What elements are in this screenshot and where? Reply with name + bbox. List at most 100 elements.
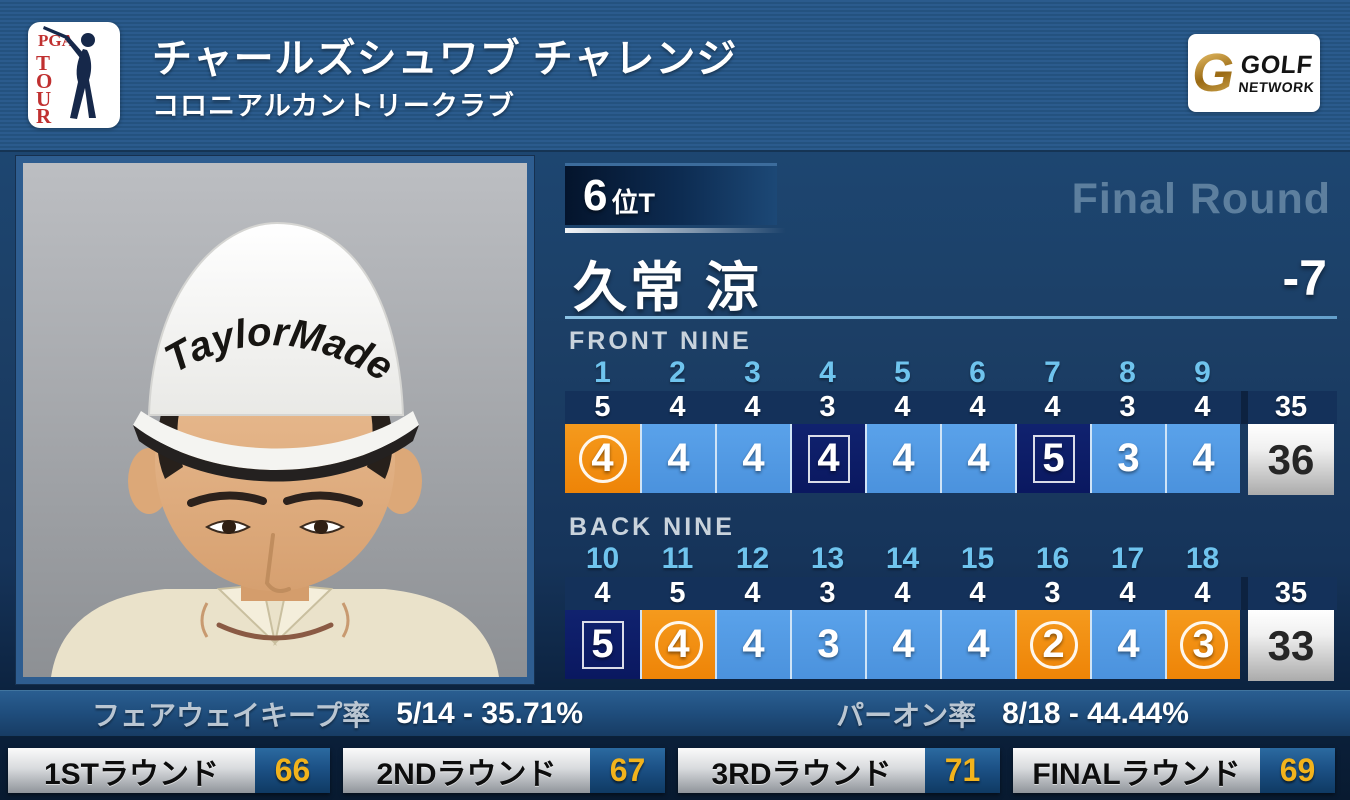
rank-underline: [565, 228, 797, 233]
mouth: [216, 622, 334, 641]
course-name: コロニアルカントリークラブ: [152, 91, 515, 121]
rank-suffix: 位T: [611, 188, 655, 218]
back-score-total: 33: [1248, 610, 1334, 681]
stats-bar: フェアウェイキープ率 5/14 - 35.71% パーオン率 8/18 - 44.44…: [0, 690, 1350, 737]
score-value: 4: [892, 436, 915, 480]
golf-network-logo: G GOLF NETWORK: [1188, 34, 1320, 112]
score-value: 4: [967, 436, 990, 480]
par-value: 4: [594, 577, 611, 609]
score-value: 5: [1032, 434, 1075, 483]
round-chip: FINALラウンド 69: [1013, 748, 1335, 793]
hole-number: 5: [894, 356, 911, 389]
par-value: 4: [969, 577, 986, 609]
hole-number: 11: [661, 542, 694, 575]
score-value: 2: [1029, 620, 1078, 669]
score-value: 4: [667, 436, 690, 480]
score-value: 4: [967, 622, 990, 666]
golf-network-monogram-icon: G: [1192, 43, 1235, 103]
hole-number: 10: [585, 542, 620, 575]
left-eyebrow: [187, 491, 267, 507]
back-nine-title: BACK NINE: [569, 513, 735, 541]
score-cell-par: 4: [865, 610, 940, 679]
front-score-total: 36: [1248, 424, 1334, 495]
round-label: Final Round: [1071, 175, 1331, 223]
front-par-total: 35: [1274, 391, 1308, 423]
hole-number: 4: [819, 356, 836, 389]
svg-text:U: U: [36, 87, 51, 111]
score-value: 4: [742, 622, 765, 666]
hole-number: 12: [735, 542, 770, 575]
score-cell-birdie: 3: [1165, 610, 1240, 679]
round-chip-label: 1STラウンド: [8, 748, 255, 793]
score-cell-bogey: 5: [1015, 424, 1090, 493]
header-bar: PGA T O U R チャールズシュワブ チャレンジ コロニアルカントリークラ…: [0, 0, 1350, 150]
hole-number: 3: [744, 356, 761, 389]
par-value: 5: [669, 577, 686, 609]
par-value: 4: [1194, 391, 1211, 423]
score-value: 3: [817, 622, 840, 666]
pga-tour-logo: PGA T O U R: [28, 22, 120, 128]
par-value: 4: [744, 577, 761, 609]
score-value: 4: [807, 434, 850, 483]
score-cell-birdie: 4: [640, 610, 715, 679]
score-cell-par: 4: [865, 424, 940, 493]
player-photo: TaylorMade: [15, 155, 535, 685]
par-value: 4: [894, 577, 911, 609]
golf-network-word1: GOLF: [1239, 50, 1314, 79]
score-value: 4: [742, 436, 765, 480]
rank-number: 6: [583, 170, 608, 220]
cap-brim: [133, 411, 419, 470]
par-value: 3: [1119, 391, 1136, 423]
hole-number: 15: [960, 542, 995, 575]
hole-number: 17: [1110, 542, 1145, 575]
stat-group: パーオン率 8/18 - 44.44%: [675, 691, 1350, 736]
hole-number: 7: [1044, 356, 1061, 389]
total-score: -7: [1282, 250, 1327, 306]
stat-label: パーオン率: [836, 699, 977, 731]
front-hole-numbers-row: 1 2 3 4 5 6 7 8 9: [565, 357, 1240, 389]
stat-label: フェアウェイキープ率: [91, 699, 371, 731]
score-cell-par: 3: [790, 610, 865, 679]
hole-number: 13: [810, 542, 845, 575]
score-cell-par: 4: [1165, 424, 1240, 493]
score-cell-bogey: 5: [565, 610, 640, 679]
par-value: 4: [744, 391, 761, 423]
score-value: 4: [1192, 436, 1215, 480]
round-chip-score: 71: [925, 748, 1000, 793]
round-chip-label: FINALラウンド: [1013, 748, 1260, 793]
hole-number: 16: [1035, 542, 1070, 575]
hole-number: 18: [1185, 542, 1220, 575]
score-value: 4: [654, 620, 703, 669]
score-cell-par: 3: [1090, 424, 1165, 493]
front-nine-title: FRONT NINE: [569, 327, 752, 355]
par-value: 4: [669, 391, 686, 423]
par-value: 3: [819, 391, 836, 423]
divider-line: [565, 316, 1337, 319]
par-value: 4: [1044, 391, 1061, 423]
round-chip-label: 3RDラウンド: [678, 748, 925, 793]
back-par-row: 4 5 4 3 4 4 3 4 4 35: [565, 577, 1337, 610]
score-value: 3: [1179, 620, 1228, 669]
par-value: 4: [1194, 577, 1211, 609]
score-value: 5: [581, 620, 624, 669]
front-par-row: 5 4 4 3 4 4 4 3 4 35: [565, 391, 1337, 424]
round-chip: 2NDラウンド 67: [343, 748, 665, 793]
tournament-title: チャールズシュワブ チャレンジ: [152, 37, 738, 81]
par-value: 5: [594, 391, 611, 423]
score-cell-birdie: 2: [1015, 610, 1090, 679]
score-value: 4: [892, 622, 915, 666]
stat-value: 5/14 - 35.71%: [396, 696, 584, 730]
score-cell-par: 4: [715, 424, 790, 493]
score-cell-birdie: 4: [565, 424, 640, 493]
round-chip: 3RDラウンド 71: [678, 748, 1000, 793]
round-scores-row: 1STラウンド 66 2NDラウンド 67 3RDラウンド 71 FINALラウンド 69: [8, 748, 1348, 793]
score-value: 4: [1117, 622, 1140, 666]
round-chip-score: 66: [255, 748, 330, 793]
svg-text:O: O: [36, 69, 52, 93]
hole-number: 14: [885, 542, 920, 575]
par-value: 3: [1044, 577, 1061, 609]
hole-number: 1: [594, 356, 611, 389]
